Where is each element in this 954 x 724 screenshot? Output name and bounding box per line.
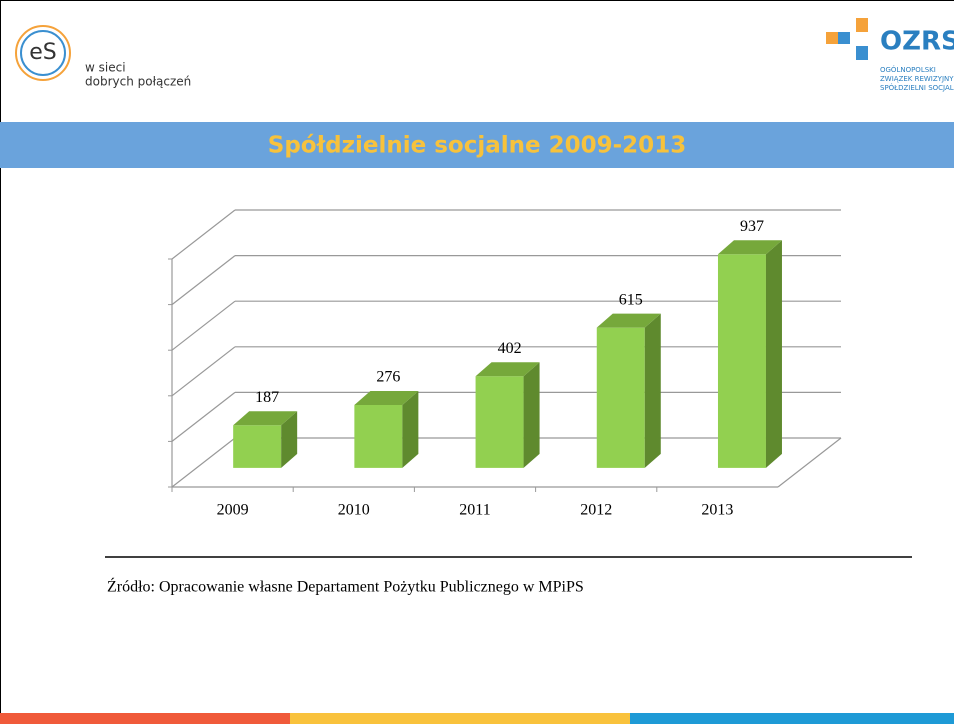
- bar-side: [402, 390, 419, 468]
- value-label: 615: [619, 291, 643, 308]
- stripe: [0, 713, 290, 724]
- bar-side: [765, 240, 782, 468]
- value-label: 402: [498, 340, 522, 357]
- axis-line: [777, 437, 842, 488]
- logo-shape: [856, 18, 868, 32]
- tagline: dobrych połączeń: [85, 75, 191, 89]
- grid-line: [171, 346, 236, 397]
- org-name: OGÓLNOPOLSKI: [880, 65, 936, 74]
- bar-top: [233, 411, 298, 426]
- logo-ring: [20, 30, 66, 76]
- bar-front: [233, 425, 282, 468]
- org-name: ZWIĄZEK REWIZYJNY: [880, 75, 954, 83]
- chart-title: Spółdzielnie socjalne 2009-2013: [268, 133, 686, 159]
- value-label: 276: [376, 369, 400, 386]
- x-tick-label: 2011: [459, 502, 490, 519]
- value-label: 187: [255, 389, 279, 406]
- grid-line: [171, 255, 236, 306]
- grid-line: [171, 300, 236, 351]
- bar-front: [354, 404, 403, 468]
- stripe: [290, 713, 630, 724]
- x-tick-label: 2009: [217, 502, 249, 519]
- tagline: w sieci: [85, 61, 126, 75]
- logo-shape: [826, 32, 838, 44]
- stripe: [630, 713, 954, 724]
- logo-text: OZRSS: [880, 27, 954, 57]
- bar-top: [717, 240, 782, 255]
- logo-text: eS: [29, 40, 57, 65]
- x-tick-label: 2010: [338, 502, 370, 519]
- bar-front: [717, 254, 766, 468]
- value-label: 937: [740, 218, 764, 235]
- x-tick-label: 2012: [580, 502, 612, 519]
- x-tick-label: 2013: [701, 502, 733, 519]
- bar-top: [354, 390, 419, 405]
- bar-side: [644, 313, 661, 468]
- logo-ring: [15, 25, 71, 81]
- source: Źródło: Opracowanie własne Departament P…: [107, 577, 584, 596]
- logo-shape: [838, 32, 850, 44]
- bar-side: [523, 362, 540, 468]
- bar-side: [281, 411, 298, 468]
- bar-top: [475, 362, 540, 377]
- grid-line: [171, 391, 236, 442]
- bar-front: [596, 327, 645, 468]
- bar-top: [596, 313, 661, 328]
- org-name: SPÓŁDZIELNI SOCJALNYCH: [880, 83, 954, 92]
- title-band: [0, 122, 954, 168]
- grid-line: [171, 209, 236, 260]
- grid-line: [171, 437, 236, 488]
- bar-front: [475, 376, 524, 468]
- logo-shape: [856, 46, 868, 60]
